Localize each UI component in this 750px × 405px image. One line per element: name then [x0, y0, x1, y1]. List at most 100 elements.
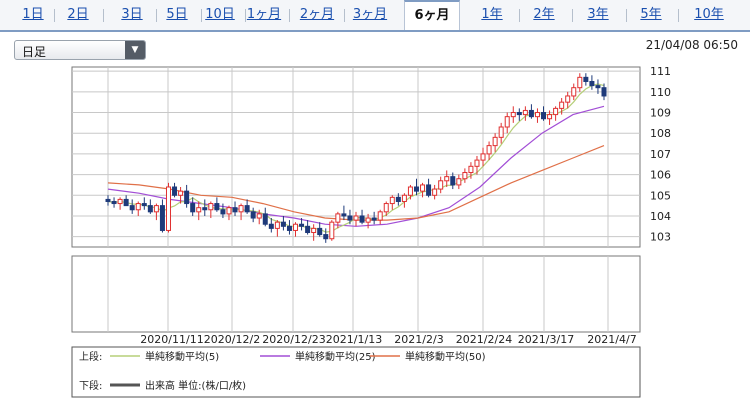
candle-body — [528, 109, 534, 118]
candle-body — [504, 116, 510, 128]
tab-11[interactable]: 3年 — [587, 7, 609, 22]
tab-3[interactable]: 5日 — [166, 7, 188, 22]
tab-7[interactable]: 3ヶ月 — [352, 7, 388, 22]
candle-body — [577, 76, 583, 89]
volume-panel — [71, 255, 641, 333]
candle-body — [280, 221, 286, 227]
candle-body — [123, 198, 129, 207]
tab-0[interactable]: 1日 — [22, 7, 44, 22]
candle-body — [462, 172, 468, 180]
candle-body — [305, 225, 311, 234]
x-tick-label: 2020/12/23 — [262, 333, 325, 346]
candle-body — [214, 203, 220, 211]
tab-separator — [519, 9, 520, 22]
chevron-down-icon[interactable]: ▼ — [125, 41, 145, 59]
volume-unit-label: 出来高 単位:(株/口/枚) — [145, 379, 246, 392]
candle-body — [571, 87, 577, 97]
candle-body — [190, 203, 196, 213]
tab-separator — [103, 9, 104, 22]
candle-body — [589, 80, 595, 87]
x-tick-label: 2020/11/11 — [140, 333, 203, 346]
candle-body — [407, 186, 413, 196]
candle-body — [516, 112, 522, 116]
tab-separator — [678, 9, 679, 22]
candle-body — [595, 85, 601, 89]
candle-body — [262, 213, 268, 225]
tab-1[interactable]: 2日 — [67, 7, 89, 22]
candle-body — [232, 207, 238, 213]
candle-body — [377, 211, 383, 221]
candle-body — [208, 203, 214, 211]
candle-body — [147, 205, 153, 213]
candle-body — [371, 217, 377, 221]
tab-4[interactable]: 10日 — [205, 7, 235, 22]
candle-body — [184, 190, 190, 205]
period-tab-bar: 1日 2日 3日 5日 10日 1ヶ月 2ヶ月 3ヶ月 6ヶ月 1年 2年 3年 5年 10年 — [0, 0, 750, 32]
tab-12[interactable]: 5年 — [640, 7, 662, 22]
candle-body — [256, 213, 262, 219]
candle-body — [353, 215, 359, 221]
candle-body — [153, 205, 159, 213]
x-tick-label: 2021/2/24 — [456, 333, 512, 346]
candle-body — [365, 217, 371, 223]
tab-5[interactable]: 1ヶ月 — [246, 7, 282, 22]
tab-2[interactable]: 3日 — [121, 7, 143, 22]
candle-body — [274, 221, 280, 229]
y-tick-label: 105 — [650, 189, 671, 202]
candle-body — [553, 107, 559, 116]
candle-body — [141, 203, 147, 207]
candle-body — [117, 198, 123, 205]
tab-10[interactable]: 2年 — [533, 7, 555, 22]
tab-9[interactable]: 1年 — [481, 7, 503, 22]
candle-body — [347, 215, 353, 221]
legend-item-label: 単純移動平均(25) — [295, 350, 376, 363]
candle-body — [111, 200, 117, 205]
y-tick-label: 104 — [650, 210, 671, 223]
tab-6[interactable]: 2ヶ月 — [299, 7, 335, 22]
candle-body — [329, 221, 335, 240]
legend-lower-label: 下段: — [79, 379, 102, 392]
candle-period-select[interactable]: 日足 ▼ — [14, 40, 146, 60]
y-tick-label: 107 — [650, 148, 671, 161]
candle-body — [268, 223, 274, 229]
candle-body — [474, 159, 480, 167]
candle-body — [202, 207, 208, 211]
tab-separator — [626, 9, 627, 22]
candle-body — [438, 180, 444, 190]
legend-box — [71, 346, 641, 398]
candle-body — [383, 203, 389, 213]
candle-body — [311, 227, 317, 234]
y-tick-label: 111 — [650, 65, 671, 78]
tab-separator — [245, 9, 246, 22]
candle-body — [456, 178, 462, 186]
candle-body — [559, 101, 565, 109]
candle-body — [480, 153, 486, 161]
candle-body — [299, 223, 305, 227]
candle-body — [426, 184, 432, 196]
candle-body — [432, 188, 438, 196]
candle-body — [196, 207, 202, 213]
tab-13[interactable]: 10年 — [694, 7, 724, 22]
tab-separator — [344, 9, 345, 22]
candle-body — [226, 207, 232, 215]
candle-body — [498, 126, 504, 138]
candle-body — [420, 184, 426, 192]
candle-body — [250, 211, 256, 219]
candle-body — [129, 205, 135, 211]
candle-body — [178, 190, 184, 196]
candle-body — [335, 213, 341, 223]
candle-body — [486, 145, 492, 155]
tab-separator — [156, 9, 157, 22]
candle-body — [547, 114, 553, 120]
candle-body — [601, 87, 607, 97]
x-tick-label: 2021/1/13 — [326, 333, 382, 346]
legend-upper-label: 上段: — [79, 350, 102, 363]
legend-item-label: 単純移動平均(50) — [405, 350, 486, 363]
tab-8[interactable]: 6ヶ月 — [404, 0, 460, 30]
tab-separator — [572, 9, 573, 22]
candle-body — [323, 234, 329, 240]
x-tick-label: 2021/2/3 — [394, 333, 443, 346]
candle-body — [220, 209, 226, 215]
candle-body — [244, 205, 250, 213]
